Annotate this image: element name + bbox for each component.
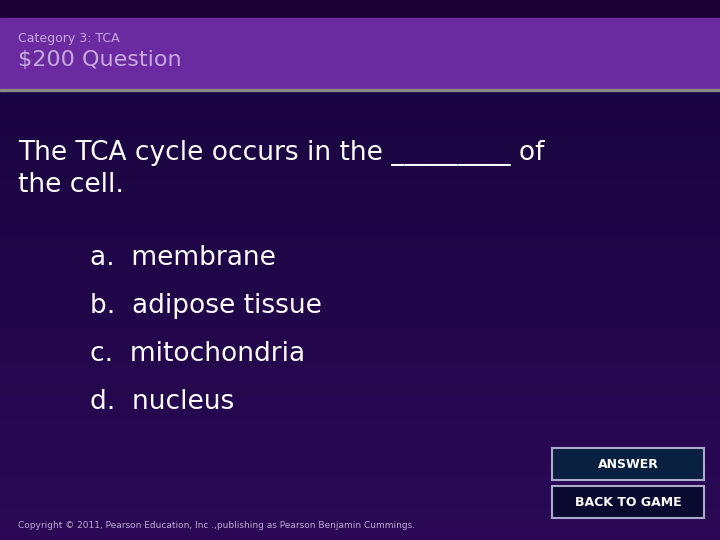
- Text: $200 Question: $200 Question: [18, 50, 181, 70]
- Bar: [0, 336, 720, 349]
- Bar: [0, 370, 720, 382]
- Bar: [0, 145, 720, 158]
- Bar: [0, 190, 720, 202]
- Bar: [0, 280, 720, 293]
- Bar: [0, 89, 720, 91]
- Bar: [0, 449, 720, 461]
- Bar: [0, 213, 720, 225]
- Bar: [0, 168, 720, 180]
- Bar: [0, 292, 720, 303]
- Bar: [0, 325, 720, 338]
- Text: Copyright © 2011, Pearson Education, Inc .,publishing as Pearson Benjamin Cummin: Copyright © 2011, Pearson Education, Inc…: [18, 521, 415, 530]
- Bar: [0, 415, 720, 428]
- Bar: [0, 201, 720, 214]
- Bar: [0, 516, 720, 529]
- Bar: [0, 314, 720, 326]
- Bar: [0, 246, 720, 259]
- Bar: [0, 460, 720, 472]
- Bar: [0, 100, 720, 112]
- Text: Category 3: TCA: Category 3: TCA: [18, 32, 120, 45]
- Bar: [0, 505, 720, 517]
- Bar: [0, 111, 720, 124]
- Text: a.  membrane: a. membrane: [90, 245, 276, 271]
- Bar: [0, 134, 720, 146]
- FancyBboxPatch shape: [552, 448, 704, 480]
- Bar: [0, 359, 720, 372]
- Bar: [0, 427, 720, 438]
- Bar: [0, 157, 720, 168]
- Bar: [0, 393, 720, 405]
- Bar: [0, 179, 720, 191]
- Text: ANSWER: ANSWER: [598, 457, 658, 470]
- Bar: [0, 438, 720, 450]
- Bar: [0, 303, 720, 315]
- Text: The TCA cycle occurs in the _________ of: The TCA cycle occurs in the _________ of: [18, 140, 544, 166]
- Bar: [0, 0, 720, 18]
- Bar: [0, 404, 720, 416]
- Bar: [0, 89, 720, 102]
- Text: d.  nucleus: d. nucleus: [90, 389, 234, 415]
- Bar: [0, 258, 720, 270]
- FancyBboxPatch shape: [552, 486, 704, 518]
- Text: b.  adipose tissue: b. adipose tissue: [90, 293, 322, 319]
- Text: BACK TO GAME: BACK TO GAME: [575, 496, 681, 509]
- Bar: [0, 269, 720, 281]
- Bar: [0, 528, 720, 540]
- Bar: [0, 235, 720, 247]
- Bar: [0, 348, 720, 360]
- Bar: [0, 381, 720, 394]
- Bar: [0, 224, 720, 237]
- Bar: [0, 494, 720, 507]
- Bar: [0, 483, 720, 495]
- Text: the cell.: the cell.: [18, 172, 124, 198]
- Bar: [0, 471, 720, 484]
- Bar: [0, 18, 720, 90]
- Text: c.  mitochondria: c. mitochondria: [90, 341, 305, 367]
- Bar: [0, 123, 720, 135]
